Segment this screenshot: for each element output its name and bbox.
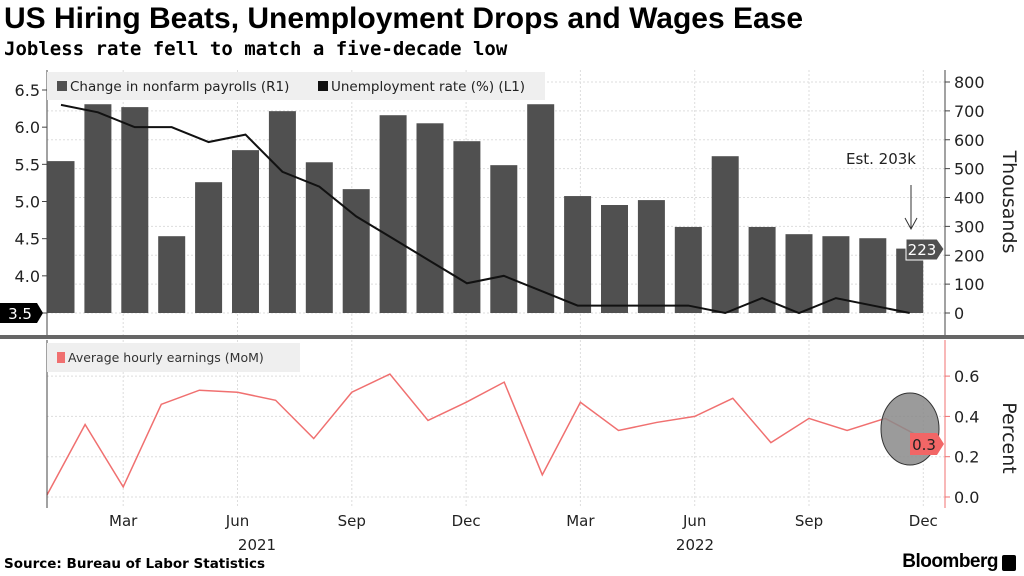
earnings-last-value: 0.3 — [912, 436, 936, 454]
legend-swatch-unemployment — [318, 81, 328, 91]
source-note: Source: Bureau of Labor Statistics — [4, 556, 266, 572]
panel-divider — [0, 335, 1024, 339]
payroll-bar — [121, 107, 149, 313]
lines — [46, 103, 924, 496]
payroll-bar — [232, 150, 259, 313]
payroll-bar — [748, 226, 776, 313]
earnings-axis-tick-label: 0.6 — [954, 367, 979, 386]
x-tick-label: Mar — [109, 512, 138, 530]
payroll-bar — [84, 104, 112, 313]
left-axis-tick-label: 4.5 — [15, 230, 40, 249]
bloomberg-logo: Bloomberg — [902, 551, 998, 572]
payroll-bar — [47, 161, 75, 313]
payroll-bar — [859, 238, 887, 313]
right-axis-title-percent: Percent — [998, 402, 1020, 474]
x-year-label: 2021 — [238, 536, 276, 554]
x-tick-label: Jun — [682, 512, 706, 530]
payroll-bar — [785, 234, 813, 313]
payroll-last-value: 223 — [908, 241, 937, 259]
right-axis-tick-label: 800 — [954, 73, 985, 92]
right-axis-tick-label: 600 — [954, 131, 985, 150]
x-tick-label: Sep — [338, 512, 366, 530]
chart-subtitle: Jobless rate fell to match a five-decade… — [4, 38, 508, 60]
legend-swatch-earnings — [57, 352, 65, 363]
x-tick-label: Mar — [566, 512, 595, 530]
payroll-bar — [601, 205, 628, 313]
chart-title: US Hiring Beats, Unemployment Drops and … — [4, 2, 804, 35]
right-axis-title-thousands: Thousands — [998, 150, 1020, 254]
earnings-line — [46, 373, 924, 496]
estimate-annotation: Est. 203k — [846, 150, 916, 168]
x-tick-label: Sep — [795, 512, 823, 530]
x-tick-label: Jun — [225, 512, 249, 530]
right-axis-tick-label: 200 — [954, 246, 985, 265]
right-axis-tick-label: 100 — [954, 275, 985, 294]
right-axis-tick-label: 400 — [954, 189, 985, 208]
payroll-bar — [527, 104, 555, 313]
arrowhead-icon — [904, 217, 918, 231]
legend-label-payrolls: Change in nonfarm payrolls (R1) — [70, 79, 289, 95]
payroll-bar — [453, 141, 481, 313]
payroll-bar — [490, 165, 518, 313]
left-axis-tick-label: 5.0 — [15, 193, 40, 212]
payroll-bar — [711, 156, 739, 313]
left-axis-tick-label: 6.0 — [15, 118, 40, 137]
payroll-bar — [195, 182, 223, 313]
right-axis-tick-label: 700 — [954, 102, 985, 121]
payroll-bar — [416, 123, 444, 313]
payroll-bar — [379, 115, 407, 313]
payroll-last-value-tag — [905, 238, 945, 261]
left-axis-tick-label: 4.0 — [15, 267, 40, 286]
axes: Mar Jun Sep Dec Mar Jun Sep Dec 2021 2022 0 100 200 3… — [0, 70, 1024, 554]
payroll-bar — [674, 226, 702, 313]
earnings-axis-tick-label: 0.2 — [954, 448, 979, 467]
right-axis-tick-label: 300 — [954, 217, 985, 236]
earnings-axis-tick-label: 0.0 — [954, 488, 979, 507]
earnings-last-value-tag — [910, 433, 944, 455]
x-year-label: 2022 — [676, 536, 714, 554]
payroll-bar — [305, 162, 333, 313]
right-axis-tick-label: 500 — [954, 160, 985, 179]
right-axis-tick-label: 0 — [954, 304, 964, 323]
payroll-bar — [637, 200, 665, 313]
payroll-bar — [564, 196, 592, 313]
payroll-bars — [47, 104, 924, 313]
legend-label-earnings: Average hourly earnings (MoM) — [68, 350, 264, 365]
bloomberg-terminal-icon — [1002, 555, 1016, 571]
x-tick-label: Dec — [909, 512, 938, 530]
payroll-bar — [268, 111, 296, 313]
bottom-legend-bg — [47, 343, 300, 372]
top-legend-bg — [47, 72, 545, 100]
legend-label-unemployment: Unemployment rate (%) (L1) — [331, 79, 525, 95]
x-tick-label: Dec — [452, 512, 481, 530]
payroll-bar — [158, 236, 186, 313]
earnings-axis-tick-label: 0.4 — [954, 407, 979, 426]
left-axis-tick-label: 6.5 — [15, 81, 40, 100]
unemployment-line — [60, 103, 910, 315]
left-axis-tick-label: 5.5 — [15, 155, 40, 174]
legend-swatch-payrolls — [57, 81, 67, 91]
unemployment-last-value: 3.5 — [8, 305, 32, 323]
unemployment-last-value-tag — [0, 303, 43, 323]
